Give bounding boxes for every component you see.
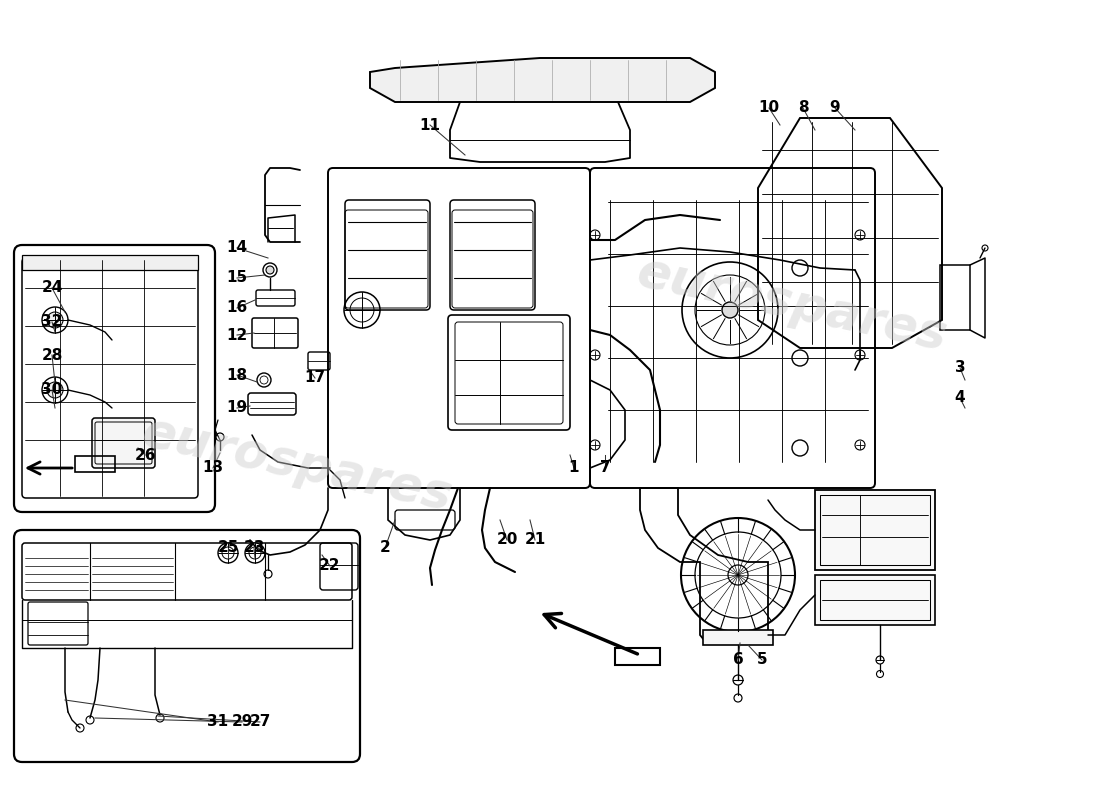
Text: 16: 16: [227, 301, 248, 315]
Text: 25: 25: [218, 541, 239, 555]
Text: 6: 6: [733, 653, 744, 667]
Circle shape: [47, 312, 63, 328]
Circle shape: [263, 263, 277, 277]
Text: 10: 10: [758, 101, 780, 115]
Text: 31: 31: [208, 714, 229, 730]
Text: 2: 2: [379, 541, 390, 555]
Bar: [940, 265, 970, 330]
Text: 3: 3: [955, 361, 966, 375]
Text: eurospares: eurospares: [138, 408, 456, 520]
Circle shape: [42, 377, 68, 403]
FancyBboxPatch shape: [92, 418, 155, 468]
Text: 18: 18: [227, 367, 248, 382]
Text: 27: 27: [250, 714, 271, 730]
Text: 17: 17: [305, 370, 326, 386]
Text: 29: 29: [231, 714, 253, 730]
Text: 11: 11: [419, 118, 440, 133]
Text: 15: 15: [227, 270, 248, 286]
Circle shape: [245, 543, 265, 563]
Text: 1: 1: [569, 461, 580, 475]
Bar: [75, 456, 116, 472]
Polygon shape: [370, 58, 715, 102]
Circle shape: [728, 565, 748, 585]
Text: 5: 5: [757, 653, 768, 667]
Text: 23: 23: [243, 541, 265, 555]
Text: 24: 24: [42, 281, 63, 295]
Text: 12: 12: [227, 327, 248, 342]
Text: 13: 13: [202, 461, 223, 475]
Text: 4: 4: [955, 390, 966, 406]
Text: 21: 21: [525, 533, 546, 547]
Text: 8: 8: [798, 101, 808, 115]
Circle shape: [47, 382, 63, 398]
Bar: [820, 495, 930, 565]
Text: 7: 7: [600, 461, 610, 475]
Circle shape: [722, 302, 738, 318]
Text: 32: 32: [42, 314, 63, 330]
Bar: [703, 630, 773, 645]
Bar: [815, 575, 935, 625]
Bar: [820, 580, 930, 620]
Text: 14: 14: [227, 241, 248, 255]
Bar: [815, 490, 935, 570]
Circle shape: [266, 266, 274, 274]
Text: eurospares: eurospares: [632, 248, 952, 360]
Text: 30: 30: [42, 382, 63, 398]
Text: 22: 22: [319, 558, 341, 574]
Bar: [22, 255, 198, 270]
Text: 28: 28: [42, 347, 63, 362]
Circle shape: [218, 543, 238, 563]
Circle shape: [42, 307, 68, 333]
Text: 26: 26: [134, 447, 156, 462]
Text: 9: 9: [829, 101, 840, 115]
Bar: [615, 648, 660, 665]
Text: 19: 19: [227, 401, 248, 415]
Text: 20: 20: [496, 533, 518, 547]
